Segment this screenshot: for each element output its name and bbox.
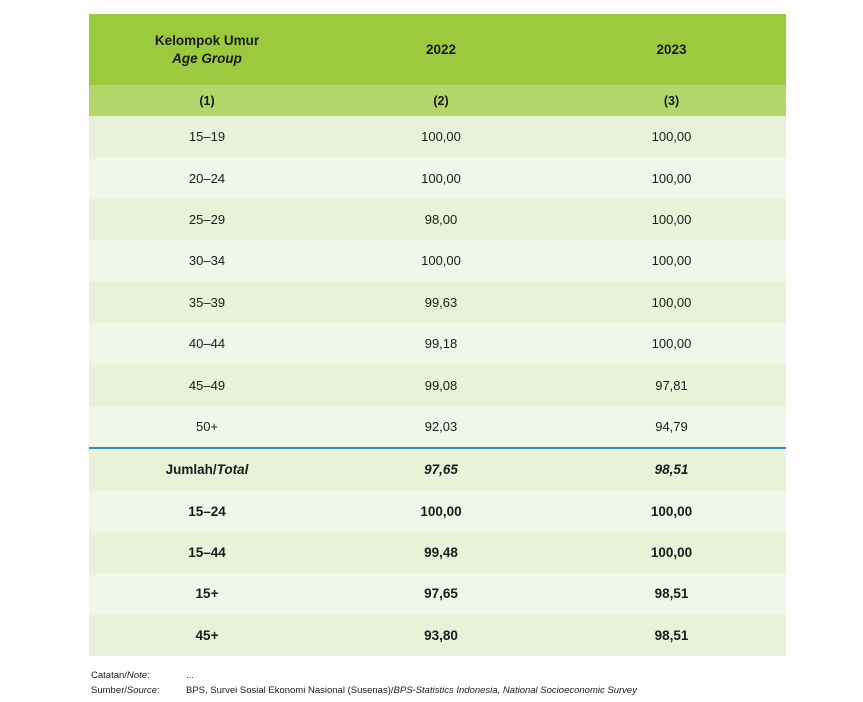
total-2023-cell: 98,51 <box>557 447 786 491</box>
table-row: 35–39 99,63 100,00 <box>89 281 786 323</box>
summary-row: 15+ 97,65 98,51 <box>89 573 786 615</box>
header-2022: 2022 <box>325 14 557 85</box>
value-2022-cell: 99,63 <box>325 281 557 323</box>
value-2023-cell: 100,00 <box>557 531 786 574</box>
age-cell: 35–39 <box>89 281 325 323</box>
source-label-id: Sumber/ <box>91 685 127 696</box>
total-2022-cell: 97,65 <box>325 447 557 491</box>
value-2023-cell: 100,00 <box>557 157 786 199</box>
header-age-group-id: Kelompok Umur <box>154 32 260 48</box>
data-table-container: Kelompok Umur Age Group 2022 2023 (1) (2… <box>89 14 786 657</box>
value-2022-cell: 100,00 <box>325 240 557 282</box>
note-value: ... <box>186 670 194 681</box>
source-label: Sumber/Source: <box>91 685 160 696</box>
table-header-row: Kelompok Umur Age Group 2022 2023 <box>89 14 786 85</box>
age-cell: 25–29 <box>89 198 325 241</box>
header-age-group-en: Age Group <box>172 50 242 66</box>
value-2022-cell: 97,65 <box>325 573 557 615</box>
value-2023-cell: 98,51 <box>557 614 786 657</box>
value-2023-cell: 97,81 <box>557 364 786 406</box>
table-row: 15–19 100,00 100,00 <box>89 116 786 158</box>
value-2023-cell: 94,79 <box>557 405 786 449</box>
value-2022-cell: 100,00 <box>325 490 557 532</box>
value-2022-cell: 98,00 <box>325 198 557 241</box>
value-2023-cell: 100,00 <box>557 281 786 323</box>
value-2022-cell: 99,18 <box>325 322 557 365</box>
source-value-id: BPS, Survei Sosial Ekonomi Nasional (Sus… <box>186 685 394 696</box>
summary-row: 45+ 93,80 98,51 <box>89 614 786 657</box>
summary-row: 15–44 99,48 100,00 <box>89 531 786 574</box>
total-row: Jumlah/Total 97,65 98,51 <box>89 447 786 491</box>
col-number-1: (1) <box>89 85 325 116</box>
col-number-2: (2) <box>325 85 557 116</box>
value-2022-cell: 92,03 <box>325 405 557 449</box>
value-2022-cell: 99,08 <box>325 364 557 406</box>
age-cell: 15–19 <box>89 116 325 158</box>
value-2022-cell: 100,00 <box>325 116 557 158</box>
source-value: BPS, Survei Sosial Ekonomi Nasional (Sus… <box>186 683 637 698</box>
header-2023: 2023 <box>557 14 786 85</box>
table-notes: Catatan/Note: ... Sumber/Source: BPS, Su… <box>91 668 637 698</box>
age-group-table: Kelompok Umur Age Group 2022 2023 (1) (2… <box>89 14 786 657</box>
age-cell: 15+ <box>89 573 325 615</box>
source-label-en: Source <box>126 685 158 696</box>
value-2022-cell: 93,80 <box>325 614 557 657</box>
value-2023-cell: 100,00 <box>557 322 786 365</box>
note-label-en: Note <box>126 670 147 681</box>
source-value-en: BPS-Statistics Indonesia, National Socio… <box>393 685 637 696</box>
total-label-cell: Jumlah/Total <box>89 447 325 491</box>
table-row: 40–44 99,18 100,00 <box>89 322 786 365</box>
note-label: Catatan/Note: <box>91 670 150 681</box>
value-2023-cell: 100,00 <box>557 198 786 241</box>
value-2023-cell: 100,00 <box>557 240 786 282</box>
total-label-en: Total <box>216 462 249 478</box>
age-cell: 45+ <box>89 614 325 657</box>
column-number-row: (1) (2) (3) <box>89 85 786 116</box>
age-cell: 50+ <box>89 405 325 449</box>
note-line: Catatan/Note: ... <box>91 668 637 683</box>
summary-row: 15–24 100,00 100,00 <box>89 490 786 532</box>
age-cell: 40–44 <box>89 322 325 365</box>
age-cell: 15–44 <box>89 531 325 574</box>
header-age-group: Kelompok Umur Age Group <box>89 14 325 85</box>
age-cell: 20–24 <box>89 157 325 199</box>
total-label-id: Jumlah/ <box>165 462 217 478</box>
value-2023-cell: 98,51 <box>557 573 786 615</box>
table-row: 50+ 92,03 94,79 <box>89 405 786 449</box>
value-2022-cell: 100,00 <box>325 157 557 199</box>
age-cell: 30–34 <box>89 240 325 282</box>
age-cell: 15–24 <box>89 490 325 532</box>
table-row: 45–49 99,08 97,81 <box>89 364 786 406</box>
source-line: Sumber/Source: BPS, Survei Sosial Ekonom… <box>91 683 637 698</box>
note-label-id: Catatan/ <box>91 670 127 681</box>
col-number-3: (3) <box>557 85 786 116</box>
table-row: 25–29 98,00 100,00 <box>89 198 786 241</box>
age-cell: 45–49 <box>89 364 325 406</box>
value-2022-cell: 99,48 <box>325 531 557 574</box>
value-2023-cell: 100,00 <box>557 116 786 158</box>
table-row: 30–34 100,00 100,00 <box>89 240 786 282</box>
table-row: 20–24 100,00 100,00 <box>89 157 786 199</box>
value-2023-cell: 100,00 <box>557 490 786 532</box>
